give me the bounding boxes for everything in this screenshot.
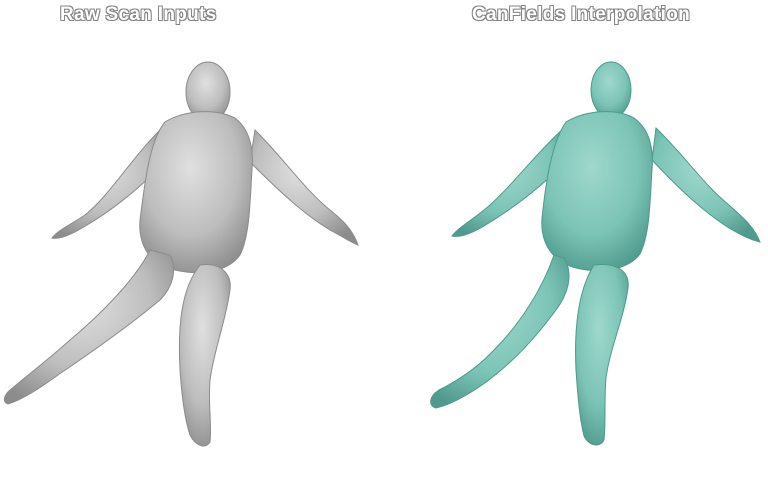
interp-head: [590, 61, 632, 119]
interp-left-leg: [430, 254, 570, 409]
raw-scan-caption: Raw Scan Inputs: [60, 4, 217, 25]
interp-left-arm: [451, 126, 569, 237]
raw-scan-figure: [0, 50, 384, 480]
interp-right-arm: [651, 126, 761, 243]
scan-right-leg: [178, 264, 231, 447]
interp-right-leg: [575, 263, 629, 446]
scan-left-arm: [51, 128, 166, 239]
interp-torso: [541, 111, 653, 272]
interpolation-figure: [384, 50, 768, 480]
scan-left-leg: [3, 249, 175, 405]
scan-right-arm: [249, 128, 359, 246]
scan-torso: [139, 111, 253, 274]
interpolation-caption: CanFields Interpolation: [472, 4, 691, 25]
